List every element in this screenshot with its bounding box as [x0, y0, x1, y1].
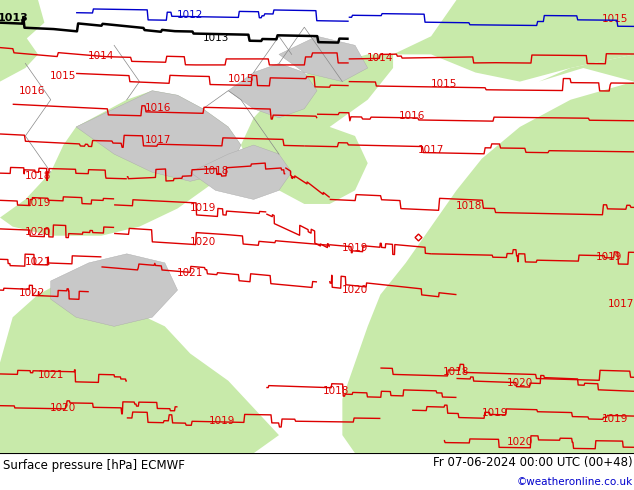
Text: 1017: 1017 [145, 135, 172, 145]
Polygon shape [0, 36, 38, 82]
Text: 1019: 1019 [190, 203, 216, 214]
Text: 1013: 1013 [0, 13, 28, 23]
Text: 1015: 1015 [228, 74, 254, 84]
Polygon shape [0, 91, 241, 236]
Text: 1020: 1020 [342, 285, 368, 295]
Text: 1021: 1021 [177, 268, 204, 278]
Polygon shape [342, 82, 634, 453]
Text: 1014: 1014 [367, 53, 394, 63]
Text: 1015: 1015 [602, 14, 628, 24]
Text: 1016: 1016 [399, 111, 425, 121]
Text: 1018: 1018 [25, 171, 51, 181]
Polygon shape [76, 91, 241, 181]
Text: 1018: 1018 [323, 386, 349, 396]
Polygon shape [279, 36, 368, 82]
Polygon shape [0, 281, 279, 453]
Polygon shape [539, 54, 634, 82]
Text: Surface pressure [hPa] ECMWF: Surface pressure [hPa] ECMWF [3, 459, 185, 471]
Text: 1018: 1018 [443, 367, 470, 377]
Text: 1018: 1018 [202, 166, 229, 176]
Polygon shape [0, 0, 44, 68]
Text: 1018: 1018 [456, 201, 482, 211]
Text: 1017: 1017 [608, 299, 634, 309]
Text: Fr 07-06-2024 00:00 UTC (00+48): Fr 07-06-2024 00:00 UTC (00+48) [433, 456, 633, 469]
Text: 1015: 1015 [430, 79, 457, 89]
Polygon shape [393, 0, 634, 82]
Text: ©weatheronline.co.uk: ©weatheronline.co.uk [517, 477, 633, 487]
Text: 1019: 1019 [25, 198, 51, 208]
Polygon shape [228, 64, 317, 118]
Text: 1017: 1017 [418, 145, 444, 154]
Text: 1013: 1013 [202, 33, 229, 43]
Text: 1019: 1019 [342, 244, 368, 253]
Text: 1020: 1020 [190, 238, 216, 247]
Text: 1021: 1021 [25, 257, 51, 267]
Text: 1012: 1012 [177, 9, 204, 20]
Text: 1016: 1016 [18, 86, 45, 96]
Text: 1015: 1015 [50, 71, 77, 81]
Text: 1019: 1019 [209, 416, 235, 426]
Text: 1016: 1016 [145, 103, 172, 113]
Text: 1020: 1020 [50, 403, 77, 413]
Polygon shape [241, 54, 393, 204]
Text: 1020: 1020 [25, 227, 51, 237]
Text: 1019: 1019 [595, 252, 622, 263]
Polygon shape [51, 254, 178, 326]
Text: 1020: 1020 [507, 378, 533, 388]
Text: 1019: 1019 [481, 408, 508, 418]
Text: 1020: 1020 [507, 437, 533, 447]
Polygon shape [190, 145, 292, 199]
Text: 1022: 1022 [18, 288, 45, 298]
Text: 1021: 1021 [37, 370, 64, 380]
Text: 1019: 1019 [602, 414, 628, 424]
Text: 1014: 1014 [88, 51, 115, 61]
